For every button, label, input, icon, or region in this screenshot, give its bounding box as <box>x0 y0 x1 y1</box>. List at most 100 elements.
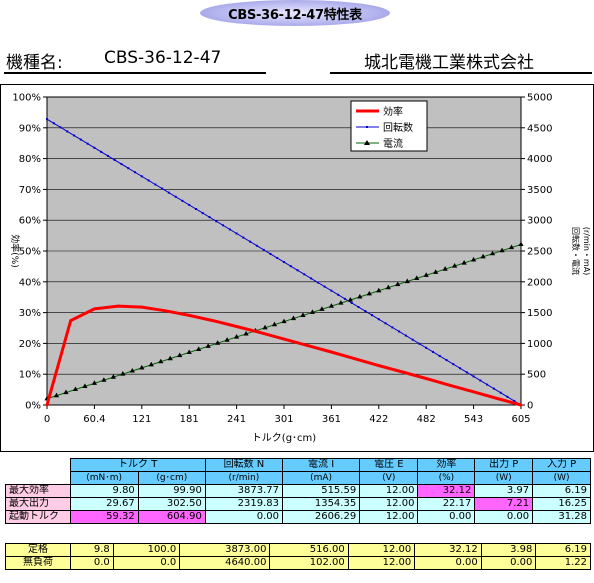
y-left-tick-label: 90% <box>19 123 41 134</box>
y-left-tick-label: 70% <box>19 185 41 196</box>
current-point <box>508 244 515 250</box>
current-point <box>243 330 249 336</box>
speed-point <box>208 216 211 219</box>
table-row: 無負荷 0.0 0.0 4640.00 102.00 12.00 0.00 0.… <box>5 556 591 570</box>
current-point <box>91 380 97 385</box>
speed-point <box>398 330 401 333</box>
speed-point <box>242 236 245 239</box>
table-row: 最大効率 9.80 99.90 3873.77 515.59 12.00 32.… <box>5 484 591 498</box>
speed-point <box>377 318 380 321</box>
efficiency-point <box>353 357 357 361</box>
y-right-tick-label: 5000 <box>527 93 552 104</box>
table-cell-highlight: 7.21 <box>474 497 534 511</box>
table-cell: 12.00 <box>359 497 419 511</box>
y-right-tick-label: 1500 <box>527 308 552 319</box>
current-point <box>414 275 420 280</box>
speed-point <box>255 244 258 247</box>
chart-frame: 0 60.4 121 181 241 301 361 422 482 543 605 0% 10% 20… <box>0 84 594 452</box>
table-cell: 0.00 <box>414 556 482 570</box>
speed-point <box>228 228 231 231</box>
speed-point <box>283 261 285 264</box>
current-point <box>177 352 183 358</box>
speed-point <box>371 314 374 317</box>
company-name: 城北電機工業株式会社 <box>364 53 534 73</box>
speed-point <box>438 355 441 358</box>
efficiency-point <box>472 390 475 394</box>
current-point <box>262 324 268 330</box>
table-cell: 6.19 <box>532 484 591 498</box>
current-point <box>319 306 325 311</box>
speed-point <box>215 220 218 223</box>
speed-point <box>404 334 407 337</box>
speed-point <box>425 346 428 349</box>
y-axis-right-label-units: (r/min・mA) <box>582 227 591 276</box>
efficiency-point <box>45 403 49 407</box>
current-point <box>442 266 448 271</box>
table-cell: 3873.77 <box>204 484 284 498</box>
table-cell: 0.00 <box>417 510 476 524</box>
x-tick-label: 301 <box>274 414 293 425</box>
x-tick-label: 0 <box>44 414 50 425</box>
x-tick-label: 422 <box>369 414 388 425</box>
x-tick-label: 121 <box>132 414 151 425</box>
speed-point <box>127 167 130 170</box>
y-right-tick-label: 4000 <box>527 154 552 165</box>
model-value: CBS-36-12-47 <box>104 48 222 68</box>
table-cell: 9.8 <box>70 543 114 557</box>
efficiency-point <box>401 370 404 374</box>
unit-cell: (V) <box>359 471 419 485</box>
x-tick-label: 605 <box>511 414 530 425</box>
speed-point <box>323 285 326 288</box>
unit-cell: (mN･m) <box>69 471 139 485</box>
speed-point <box>174 195 177 198</box>
current-point <box>404 278 410 284</box>
table-cell: 1.22 <box>535 556 591 570</box>
col-header-efficiency: 効率 <box>417 458 476 472</box>
x-tick-label: 361 <box>322 414 341 425</box>
col-header-speed: 回転数 N <box>204 458 284 472</box>
speed-point <box>445 359 448 362</box>
current-point <box>110 374 116 379</box>
table-cell: 22.17 <box>417 497 476 511</box>
speed-point <box>73 134 76 137</box>
speed-point <box>465 371 468 374</box>
table-cell: 0.00 <box>204 510 284 524</box>
speed-point <box>106 154 109 157</box>
current-point <box>129 367 135 373</box>
speed-point <box>134 171 137 174</box>
col-header-output: 出力 P <box>474 458 534 472</box>
speed-point <box>506 395 509 398</box>
current-point <box>300 312 306 318</box>
y-right-tick-label: 1000 <box>527 339 552 350</box>
efficiency-point <box>306 344 310 347</box>
speed-point <box>472 375 475 378</box>
table-corner <box>6 472 71 485</box>
current-point <box>338 300 344 305</box>
unit-cell: (W) <box>474 471 534 485</box>
y-left-tick-label: 30% <box>19 308 41 319</box>
table-cell: 31.28 <box>532 510 591 524</box>
speed-point <box>167 191 170 194</box>
speed-point <box>357 306 360 309</box>
col-header-input: 入力 P <box>532 458 591 472</box>
efficiency-point <box>93 307 96 311</box>
title-banner: CBS-36-12-47特性表 <box>200 0 390 26</box>
table-cell: 16.25 <box>532 497 591 511</box>
speed-point <box>181 199 184 202</box>
row-label-rated: 定格 <box>5 543 71 557</box>
y-left-tick-label: 100% <box>12 93 41 104</box>
y-left-tick-label: 10% <box>19 370 41 381</box>
y-right-tick-label: 2500 <box>527 247 552 258</box>
current-point <box>423 272 429 277</box>
table-cell: 29.67 <box>69 497 139 511</box>
table-cell: 12.00 <box>359 484 419 498</box>
x-tick-label: 543 <box>464 414 483 425</box>
table-cell: 3.97 <box>474 484 534 498</box>
current-point <box>480 253 486 259</box>
current-point <box>347 296 353 302</box>
current-point <box>328 303 334 308</box>
current-point <box>234 334 240 339</box>
speed-point <box>316 281 319 284</box>
current-point <box>309 309 316 314</box>
x-tick-label: 241 <box>227 414 246 425</box>
